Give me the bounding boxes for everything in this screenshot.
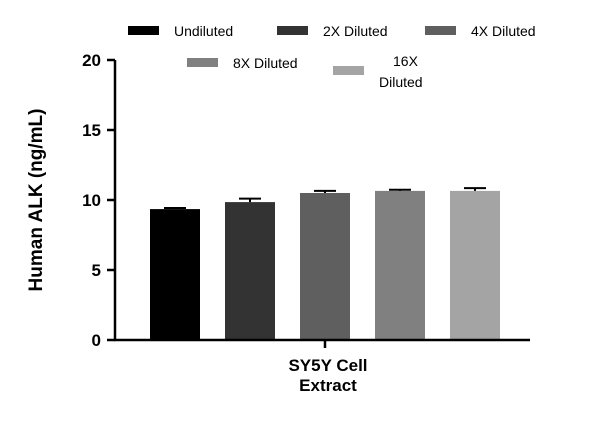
legend-label-undiluted: Undiluted: [174, 23, 233, 39]
legend-swatch-2x-diluted: [277, 26, 308, 35]
legend-swatch-8x-diluted: [187, 58, 218, 67]
legend-label-8x-diluted: 8X Diluted: [233, 55, 298, 71]
y-axis-title: Human ALK (ng/mL): [26, 109, 47, 292]
bar-8x-diluted: [375, 190, 425, 340]
y-tick-label: 10: [82, 191, 101, 210]
bar-4x-diluted: [300, 193, 350, 340]
legend-label-2x-diluted: 2X Diluted: [323, 23, 388, 39]
legend-label-16x-diluted: 16X: [393, 53, 419, 69]
legend-label-4x-diluted: 4X Diluted: [471, 23, 536, 39]
legend: Undiluted 2X Diluted 4X Diluted 8X Diluted 1…: [128, 23, 536, 90]
legend-swatch-4x-diluted: [425, 26, 456, 35]
bar-16x-diluted: [450, 190, 500, 340]
bar-2x-diluted: [225, 202, 275, 340]
legend-label-16x-diluted: Diluted: [379, 74, 423, 90]
x-tick-label: Extract: [299, 376, 357, 395]
y-tick-label: 20: [82, 51, 101, 70]
bar-undiluted: [150, 209, 200, 340]
y-tick-label: 5: [92, 261, 101, 280]
x-tick-label: SY5Y Cell: [288, 356, 367, 375]
legend-swatch-16x-diluted: [333, 66, 364, 75]
bars: [150, 187, 500, 340]
legend-swatch-undiluted: [128, 26, 159, 35]
y-tick-label: 0: [92, 331, 101, 350]
y-tick-label: 15: [82, 121, 101, 140]
